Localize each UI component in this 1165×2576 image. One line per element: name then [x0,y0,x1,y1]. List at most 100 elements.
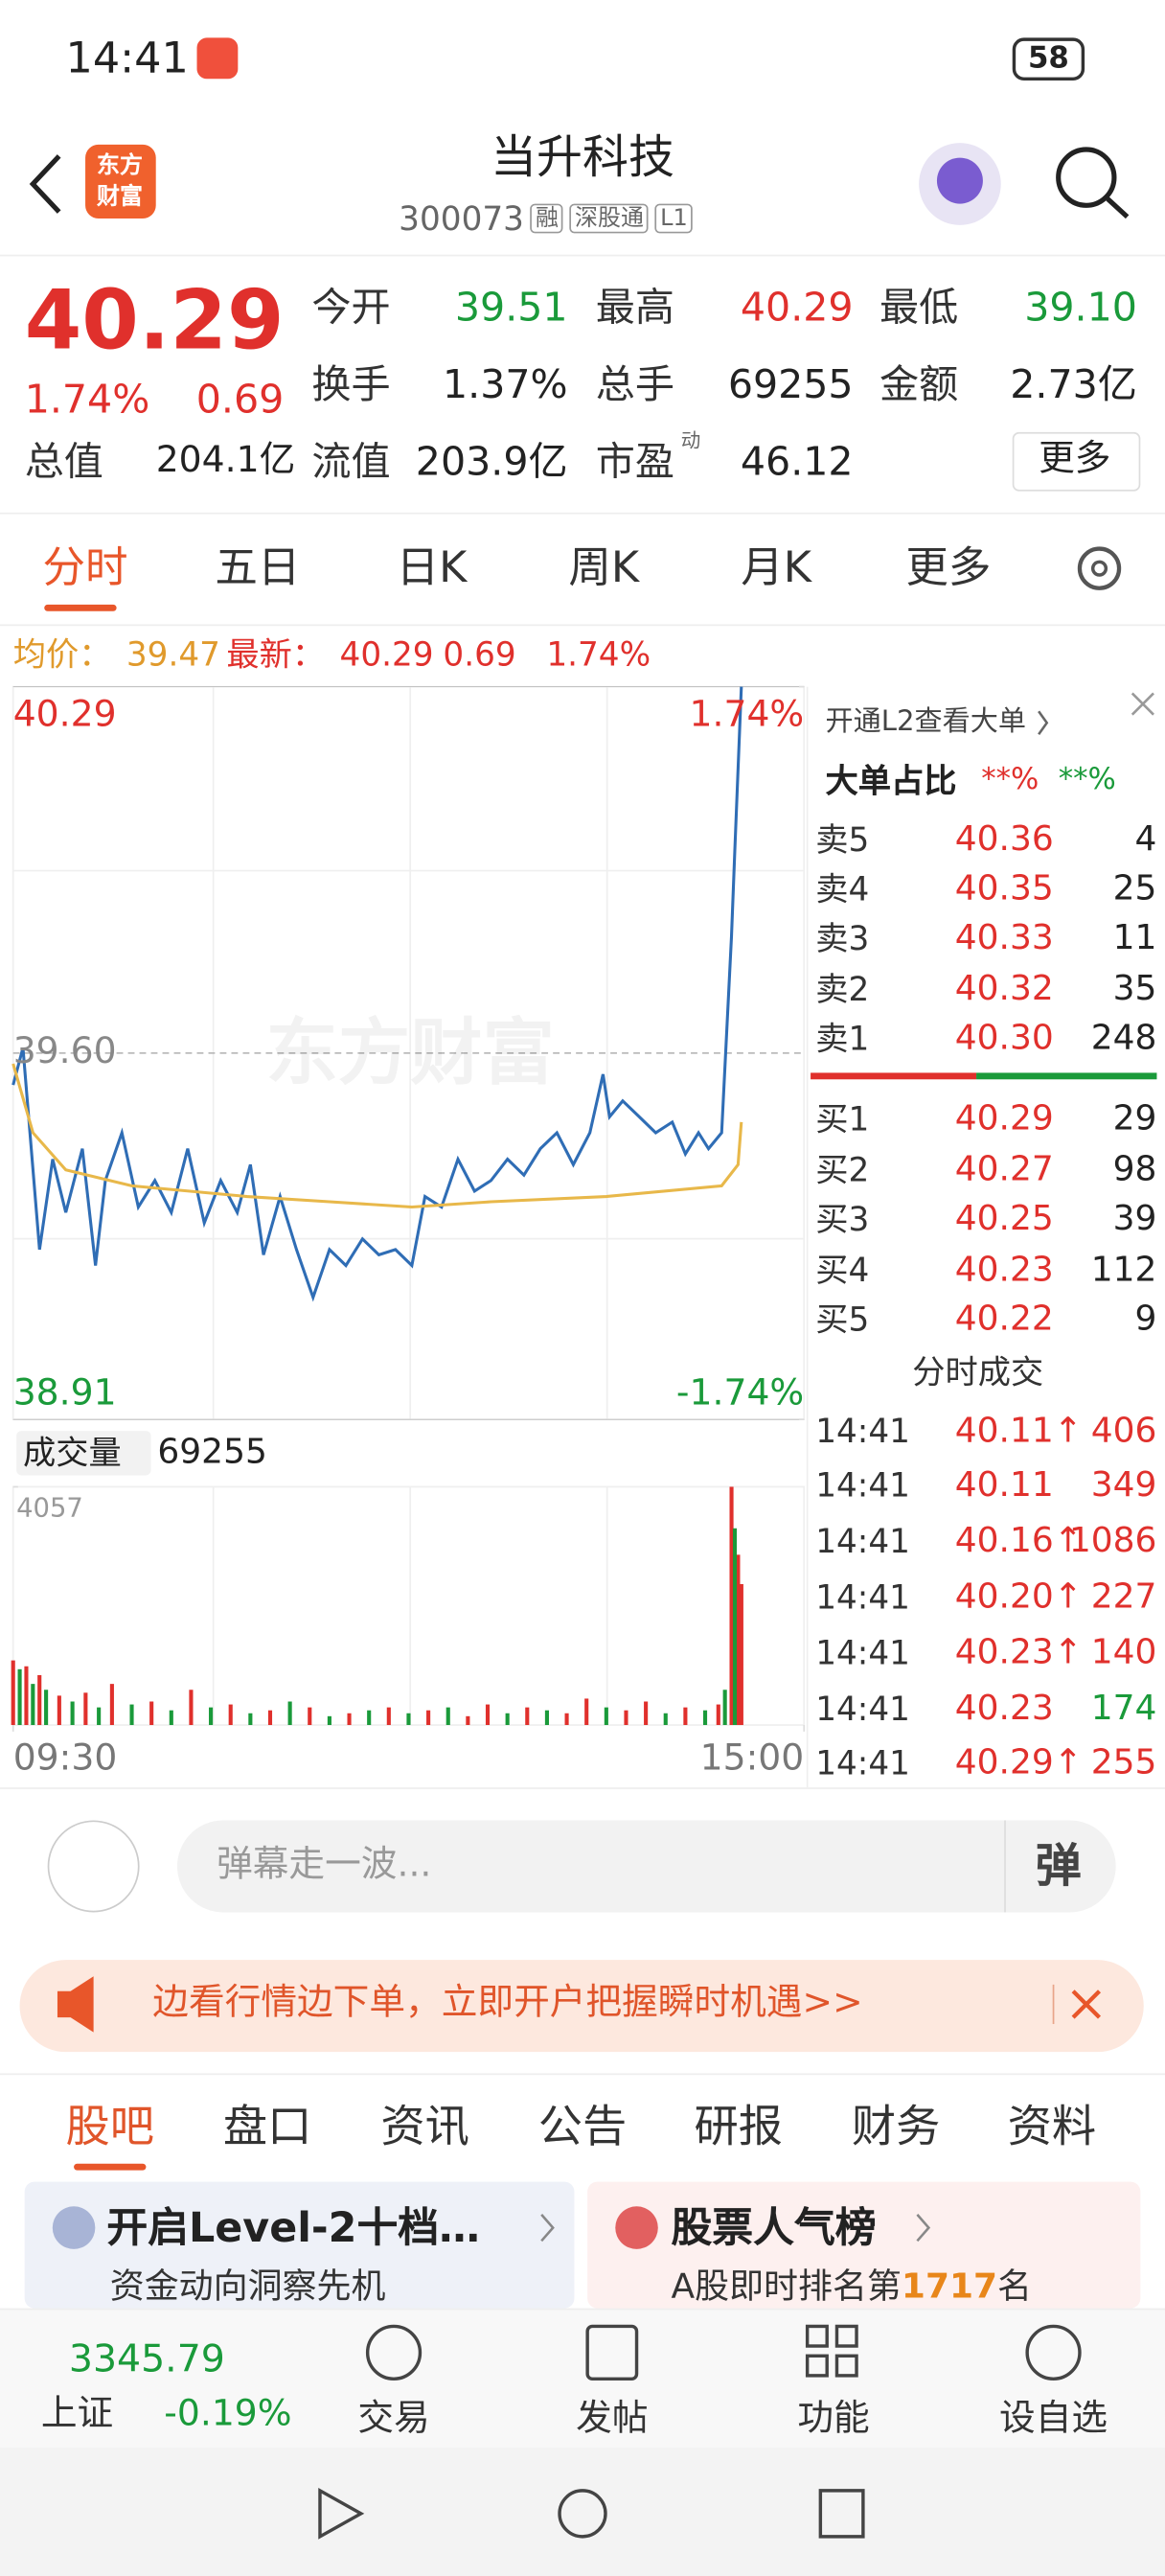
field-label: 最低 [879,284,959,331]
bottom-nav-bg [0,2308,1165,2450]
divider [0,254,1165,257]
nav-item[interactable]: 功能 [797,2398,870,2440]
book-price: 40.22 [954,1299,1054,1339]
x-tick-label: 15:00 [699,1737,805,1780]
battery-level: 58 [1027,40,1069,76]
book-volume: 112 [1090,1249,1157,1289]
bid-ask-ratio [976,1072,1157,1080]
nav-item[interactable]: 发帖 [576,2398,649,2440]
l2-promo[interactable]: 开通L2查看大单 [825,705,1026,739]
section-tab[interactable]: 研报 [694,2102,783,2153]
volume-bar [44,1690,49,1726]
volume-bar [367,1710,372,1726]
banner-text[interactable]: 边看行情边下单，立即开户把握瞬时机遇>> [152,1983,863,2025]
volume-bar [644,1701,649,1726]
section-tab[interactable]: 资讯 [380,2102,469,2153]
trade-volume: 227 [1090,1576,1157,1617]
book-volume: 29 [1112,1098,1157,1138]
volume-bar [97,1707,102,1726]
period-tab[interactable]: 日K [396,543,468,593]
period-tab[interactable]: 分时 [42,543,128,593]
info-text: 1.74% [546,633,651,674]
period-tab[interactable]: 五日 [215,543,301,593]
volume-bar [739,1583,743,1726]
big-buy-ratio: **% [981,762,1039,797]
volume-bar [24,1666,29,1726]
volume-bar [663,1713,668,1726]
stock-name: 当升科技 [491,129,674,185]
volume-bar [732,1528,738,1726]
logo-text: 东方 [97,152,144,179]
megaphone-icon [57,1976,94,2033]
info-text: 0.69 [443,633,516,674]
volume-bar [267,1710,273,1726]
book-level: 买3 [815,1199,870,1239]
trades-title: 分时成交 [912,1351,1044,1392]
danmaku-button[interactable]: 弹 [1035,1838,1082,1893]
trade-time: 14:41 [815,1633,910,1673]
more-button[interactable] [1012,431,1141,492]
volume-bar [604,1707,608,1726]
volume-bar [624,1710,628,1726]
period-tab[interactable]: 周K [568,543,640,593]
field-value: 39.51 [454,284,568,331]
y2-tick-label: -1.74% [675,1373,805,1415]
tab-indicator [44,604,117,611]
volume-bar [109,1684,114,1726]
period-tab[interactable]: 更多 [905,543,992,593]
trade-volume: 1086 [1068,1520,1157,1560]
danmaku-toggle[interactable] [47,1820,140,1913]
book-volume: 11 [1112,917,1157,957]
book-price: 40.35 [954,868,1054,908]
watermark: 东方财富 [265,1012,555,1096]
volume-selector[interactable] [16,1431,151,1476]
volume-bar [169,1710,173,1726]
search-button[interactable] [1056,147,1117,208]
card-title[interactable]: 股票人气榜 [671,2203,877,2252]
ranking-card[interactable] [587,2181,1141,2309]
book-level: 买2 [815,1150,870,1190]
section-tab[interactable]: 公告 [537,2102,628,2153]
ad-banner[interactable] [19,1960,1144,2053]
trade-time: 14:41 [815,1521,910,1561]
field-note: 动 [680,428,701,452]
volume-bar [149,1701,154,1726]
settings-button[interactable] [1077,546,1122,590]
field-value: 1.37% [443,361,568,408]
card-subtitle: A股即时排名第1717名 [671,2266,1031,2307]
close-banner[interactable] [1071,1990,1102,2019]
y2-tick-label: 1.74% [689,695,805,737]
section-tab[interactable]: 盘口 [222,2102,312,2153]
section-tab[interactable]: 财务 [851,2102,941,2153]
volume-bar [716,1704,720,1726]
back-button[interactable] [29,154,61,214]
section-tab[interactable]: 股吧 [65,2102,154,2153]
field-label: 今开 [311,284,391,331]
bid-ask-ratio [811,1072,977,1080]
comment-input[interactable] [176,1820,1116,1913]
level2-card[interactable] [24,2181,575,2309]
separator [1004,1820,1006,1913]
volume-bar [406,1713,411,1726]
period-tab[interactable]: 月K [741,543,811,593]
index-value[interactable]: 3345.79 [68,2338,225,2381]
nav-item[interactable]: 交易 [357,2398,430,2440]
nav-item[interactable]: 设自选 [999,2398,1108,2440]
section-tab[interactable]: 资料 [1007,2102,1097,2153]
more-button-label[interactable]: 更多 [1039,438,1111,480]
info-text: 39.47 [126,633,220,674]
book-price: 40.33 [954,917,1054,957]
trade-volume: 255 [1090,1742,1157,1782]
logo-text: 财富 [97,184,144,211]
close-button[interactable] [1131,692,1154,716]
card-title[interactable]: 开启Level-2十档… [106,2203,480,2252]
card-subtitle-part: A股即时排名第 [671,2266,902,2307]
card-subtitle: 资金动向洞察先机 [109,2266,386,2307]
volume-bar [584,1698,589,1726]
last-price: 40.29 [24,272,285,369]
tab-indicator [74,2163,147,2171]
field-label: 金额 [879,361,959,408]
field-label: 流值 [311,438,391,485]
volume-bar [683,1707,688,1726]
book-price: 40.30 [954,1018,1054,1058]
